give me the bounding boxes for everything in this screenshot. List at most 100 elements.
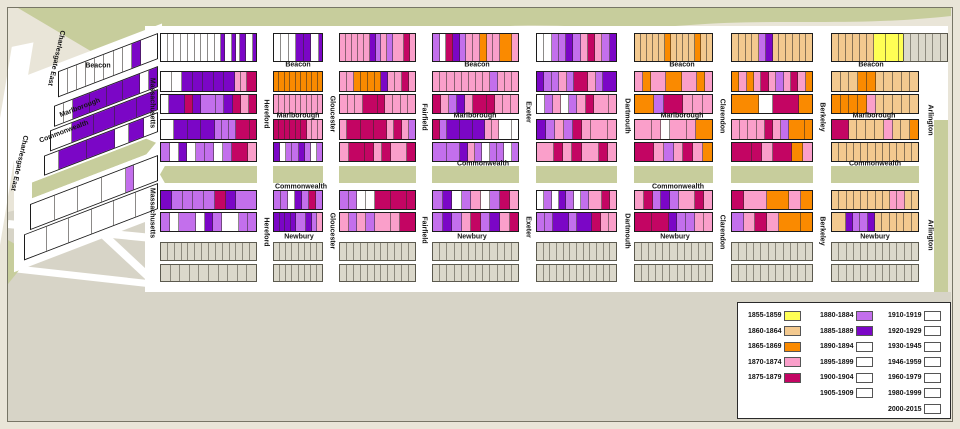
building-lot <box>683 34 689 61</box>
building-lot <box>188 243 196 260</box>
building-lot <box>652 191 662 209</box>
building-lot <box>452 213 462 231</box>
building-lot <box>635 120 652 139</box>
building-lot <box>113 47 123 76</box>
building-lot <box>180 265 190 281</box>
building-row-berkeley-arlington <box>831 94 919 114</box>
building-lot <box>385 95 393 113</box>
building-lot <box>353 243 361 260</box>
building-lot <box>691 265 699 281</box>
building-lot <box>868 191 876 209</box>
building-lot <box>884 72 893 91</box>
building-lot <box>161 120 175 139</box>
building-lot <box>577 95 586 113</box>
building-lot <box>781 120 790 139</box>
building-lot <box>659 34 665 61</box>
building-lot <box>296 213 307 231</box>
building-lot <box>695 34 701 61</box>
legend-entry: 1920-1929 <box>888 326 942 337</box>
building-lot <box>832 265 840 281</box>
building-lot <box>832 72 841 91</box>
commonwealth-mall-segment <box>160 166 257 183</box>
building-lot <box>215 243 223 260</box>
legend-entry-label: 1865-1869 <box>748 343 782 351</box>
building-lot <box>608 120 616 139</box>
building-lot <box>574 72 589 91</box>
building-lot <box>597 243 604 260</box>
building-lot <box>288 191 295 209</box>
building-lot <box>452 191 462 209</box>
legend-color-swatch <box>784 310 802 321</box>
building-lot <box>490 243 498 260</box>
building-lot <box>543 243 551 260</box>
building-lot <box>670 120 687 139</box>
building-row-clarendon-berkeley <box>731 119 813 140</box>
building-row-fairfield-exeter <box>432 242 519 261</box>
building-row-fairfield-exeter <box>432 212 519 232</box>
building-lot <box>882 243 890 260</box>
building-lot <box>849 95 859 113</box>
building-lot <box>563 265 571 281</box>
building-lot <box>302 191 309 209</box>
building-lot <box>551 34 559 61</box>
street-label-commonwealth: Commonwealth <box>848 160 902 168</box>
building-row-berkeley-arlington <box>831 264 919 282</box>
street-label-commonwealth: Commonwealth <box>651 183 705 191</box>
building-lot <box>768 243 777 260</box>
building-lot <box>304 265 311 281</box>
building-row-berkeley-arlington <box>831 190 919 210</box>
legend-color-swatch <box>856 372 874 383</box>
building-row-dartmouth-clarendon <box>634 94 713 114</box>
building-lot <box>304 143 311 161</box>
building-lot <box>377 95 386 113</box>
building-row-dartmouth-clarendon <box>634 71 713 92</box>
building-lot <box>279 95 285 113</box>
building-lot <box>360 72 368 91</box>
building-lot <box>607 143 616 161</box>
building-lot <box>240 95 249 113</box>
building-lot <box>677 34 683 61</box>
building-lot <box>608 95 616 113</box>
building-lot <box>59 68 69 97</box>
building-lot <box>122 44 132 72</box>
building-lot <box>169 213 179 231</box>
building-lot <box>490 191 500 209</box>
building-lot <box>748 120 757 139</box>
commonwealth-mall-segment <box>731 166 813 183</box>
building-lot <box>901 95 911 113</box>
building-lot <box>461 265 469 281</box>
legend: 1855-1859 1860-1864 1865-1869 1870-1874 1875… <box>737 302 951 419</box>
building-lot <box>610 243 617 260</box>
building-lot <box>553 95 562 113</box>
building-lot <box>882 143 890 161</box>
building-lot <box>896 213 905 231</box>
building-lot <box>161 34 168 61</box>
building-lot <box>759 34 766 61</box>
building-lot <box>388 243 396 260</box>
building-lot <box>846 243 854 260</box>
building-lot <box>592 213 601 231</box>
building-lot <box>704 72 712 91</box>
building-lot <box>732 243 740 260</box>
building-lot <box>222 143 232 161</box>
street-label-beacon: Beacon <box>669 61 695 69</box>
building-lot <box>187 143 197 161</box>
building-lot <box>290 72 296 91</box>
building-lot <box>285 213 291 231</box>
building-lot <box>754 265 762 281</box>
building-lot <box>643 72 652 91</box>
building-row-hereford-gloucester <box>273 142 323 162</box>
building-lot <box>832 243 840 260</box>
building-lot <box>663 143 674 161</box>
building-lot <box>732 34 739 61</box>
building-lot <box>296 34 304 61</box>
building-row-berkeley-arlington <box>831 212 919 232</box>
building-lot <box>537 34 545 61</box>
building-lot <box>461 213 472 231</box>
building-lot <box>839 243 847 260</box>
building-lot <box>454 265 462 281</box>
building-lot <box>588 191 603 209</box>
building-lot <box>239 213 249 231</box>
building-lot <box>546 120 555 139</box>
